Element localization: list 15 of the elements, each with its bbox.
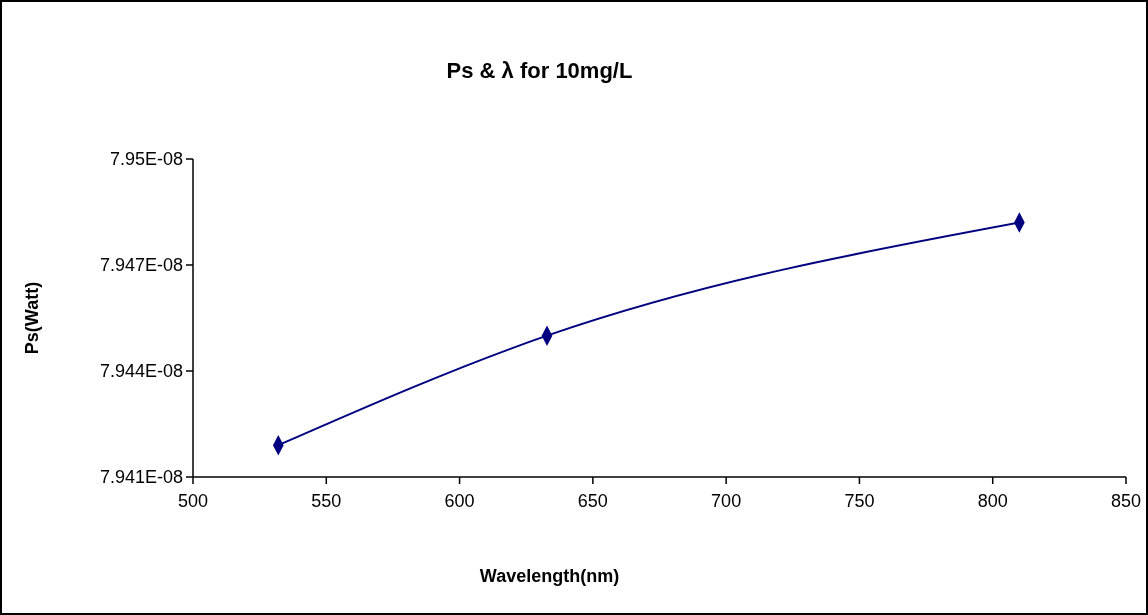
x-tick-label: 600 <box>444 491 475 511</box>
y-tick-label: 7.944E-08 <box>99 361 183 382</box>
x-tick-label: 700 <box>711 491 742 511</box>
x-tick-label: 500 <box>177 491 209 511</box>
y-axis-title: Ps(Watt) <box>22 281 42 355</box>
x-axis-title: Wavelength(nm) <box>479 566 620 586</box>
y-tick-label: 7.941E-08 <box>99 467 183 488</box>
x-tick-label: 750 <box>844 491 875 511</box>
chart-title: Ps & λ for 10mg/L <box>446 58 633 83</box>
y-tick-label: 7.95E-08 <box>109 149 183 170</box>
x-tick-label: 850 <box>1110 491 1142 511</box>
y-tick-label: 7.947E-08 <box>99 255 183 276</box>
x-tick-label: 550 <box>311 491 342 511</box>
x-tick-label: 650 <box>577 491 608 511</box>
x-tick-label: 800 <box>977 491 1008 511</box>
